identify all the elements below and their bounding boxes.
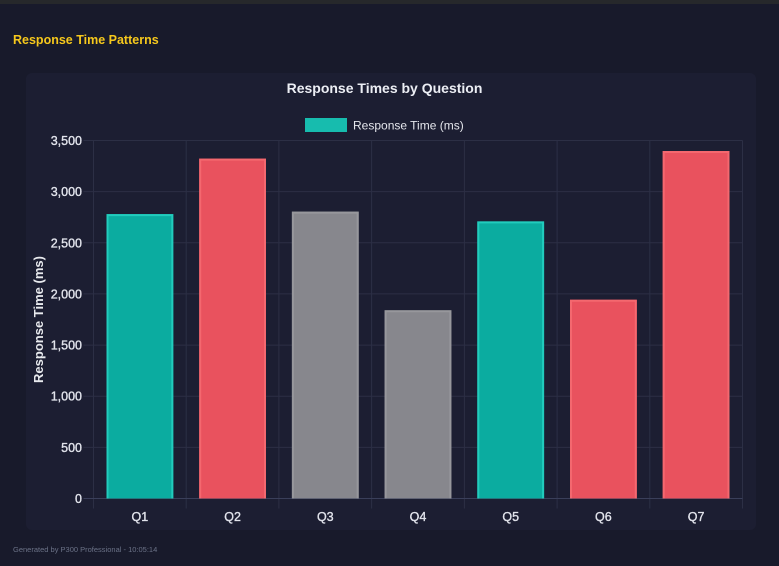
svg-text:3,500: 3,500 (51, 134, 82, 148)
svg-text:Response Time (ms): Response Time (ms) (353, 118, 464, 132)
svg-text:Q3: Q3 (317, 510, 334, 524)
svg-text:Response Times by Question: Response Times by Question (287, 80, 483, 96)
svg-text:3,000: 3,000 (51, 185, 82, 199)
svg-text:Response Time (ms): Response Time (ms) (31, 256, 46, 383)
svg-text:Q7: Q7 (688, 510, 705, 524)
svg-text:1,000: 1,000 (51, 390, 82, 404)
svg-text:Q4: Q4 (410, 510, 427, 524)
svg-text:500: 500 (61, 441, 82, 455)
svg-text:Q2: Q2 (224, 510, 241, 524)
svg-text:0: 0 (75, 492, 82, 506)
svg-text:Q1: Q1 (132, 510, 149, 524)
svg-text:Q5: Q5 (502, 510, 519, 524)
svg-text:2,500: 2,500 (51, 236, 82, 250)
svg-text:Q6: Q6 (595, 510, 612, 524)
svg-text:2,000: 2,000 (51, 287, 82, 301)
svg-text:1,500: 1,500 (51, 339, 82, 353)
